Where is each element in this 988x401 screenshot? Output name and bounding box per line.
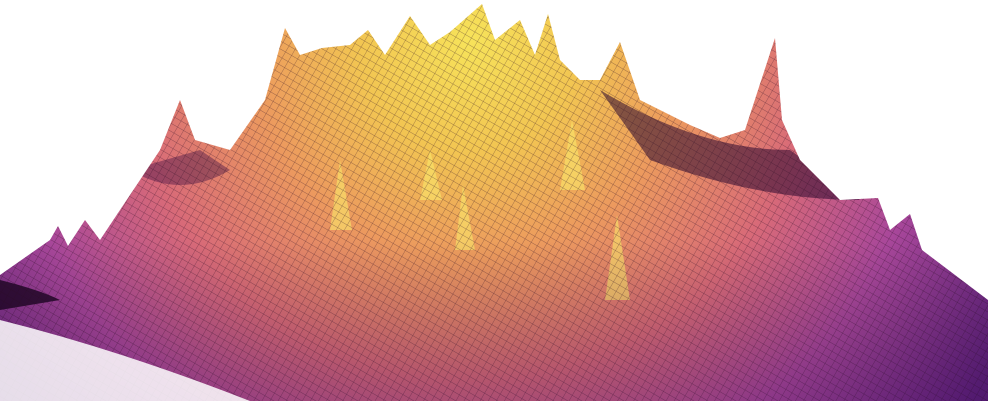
foreground-fade <box>0 320 250 401</box>
